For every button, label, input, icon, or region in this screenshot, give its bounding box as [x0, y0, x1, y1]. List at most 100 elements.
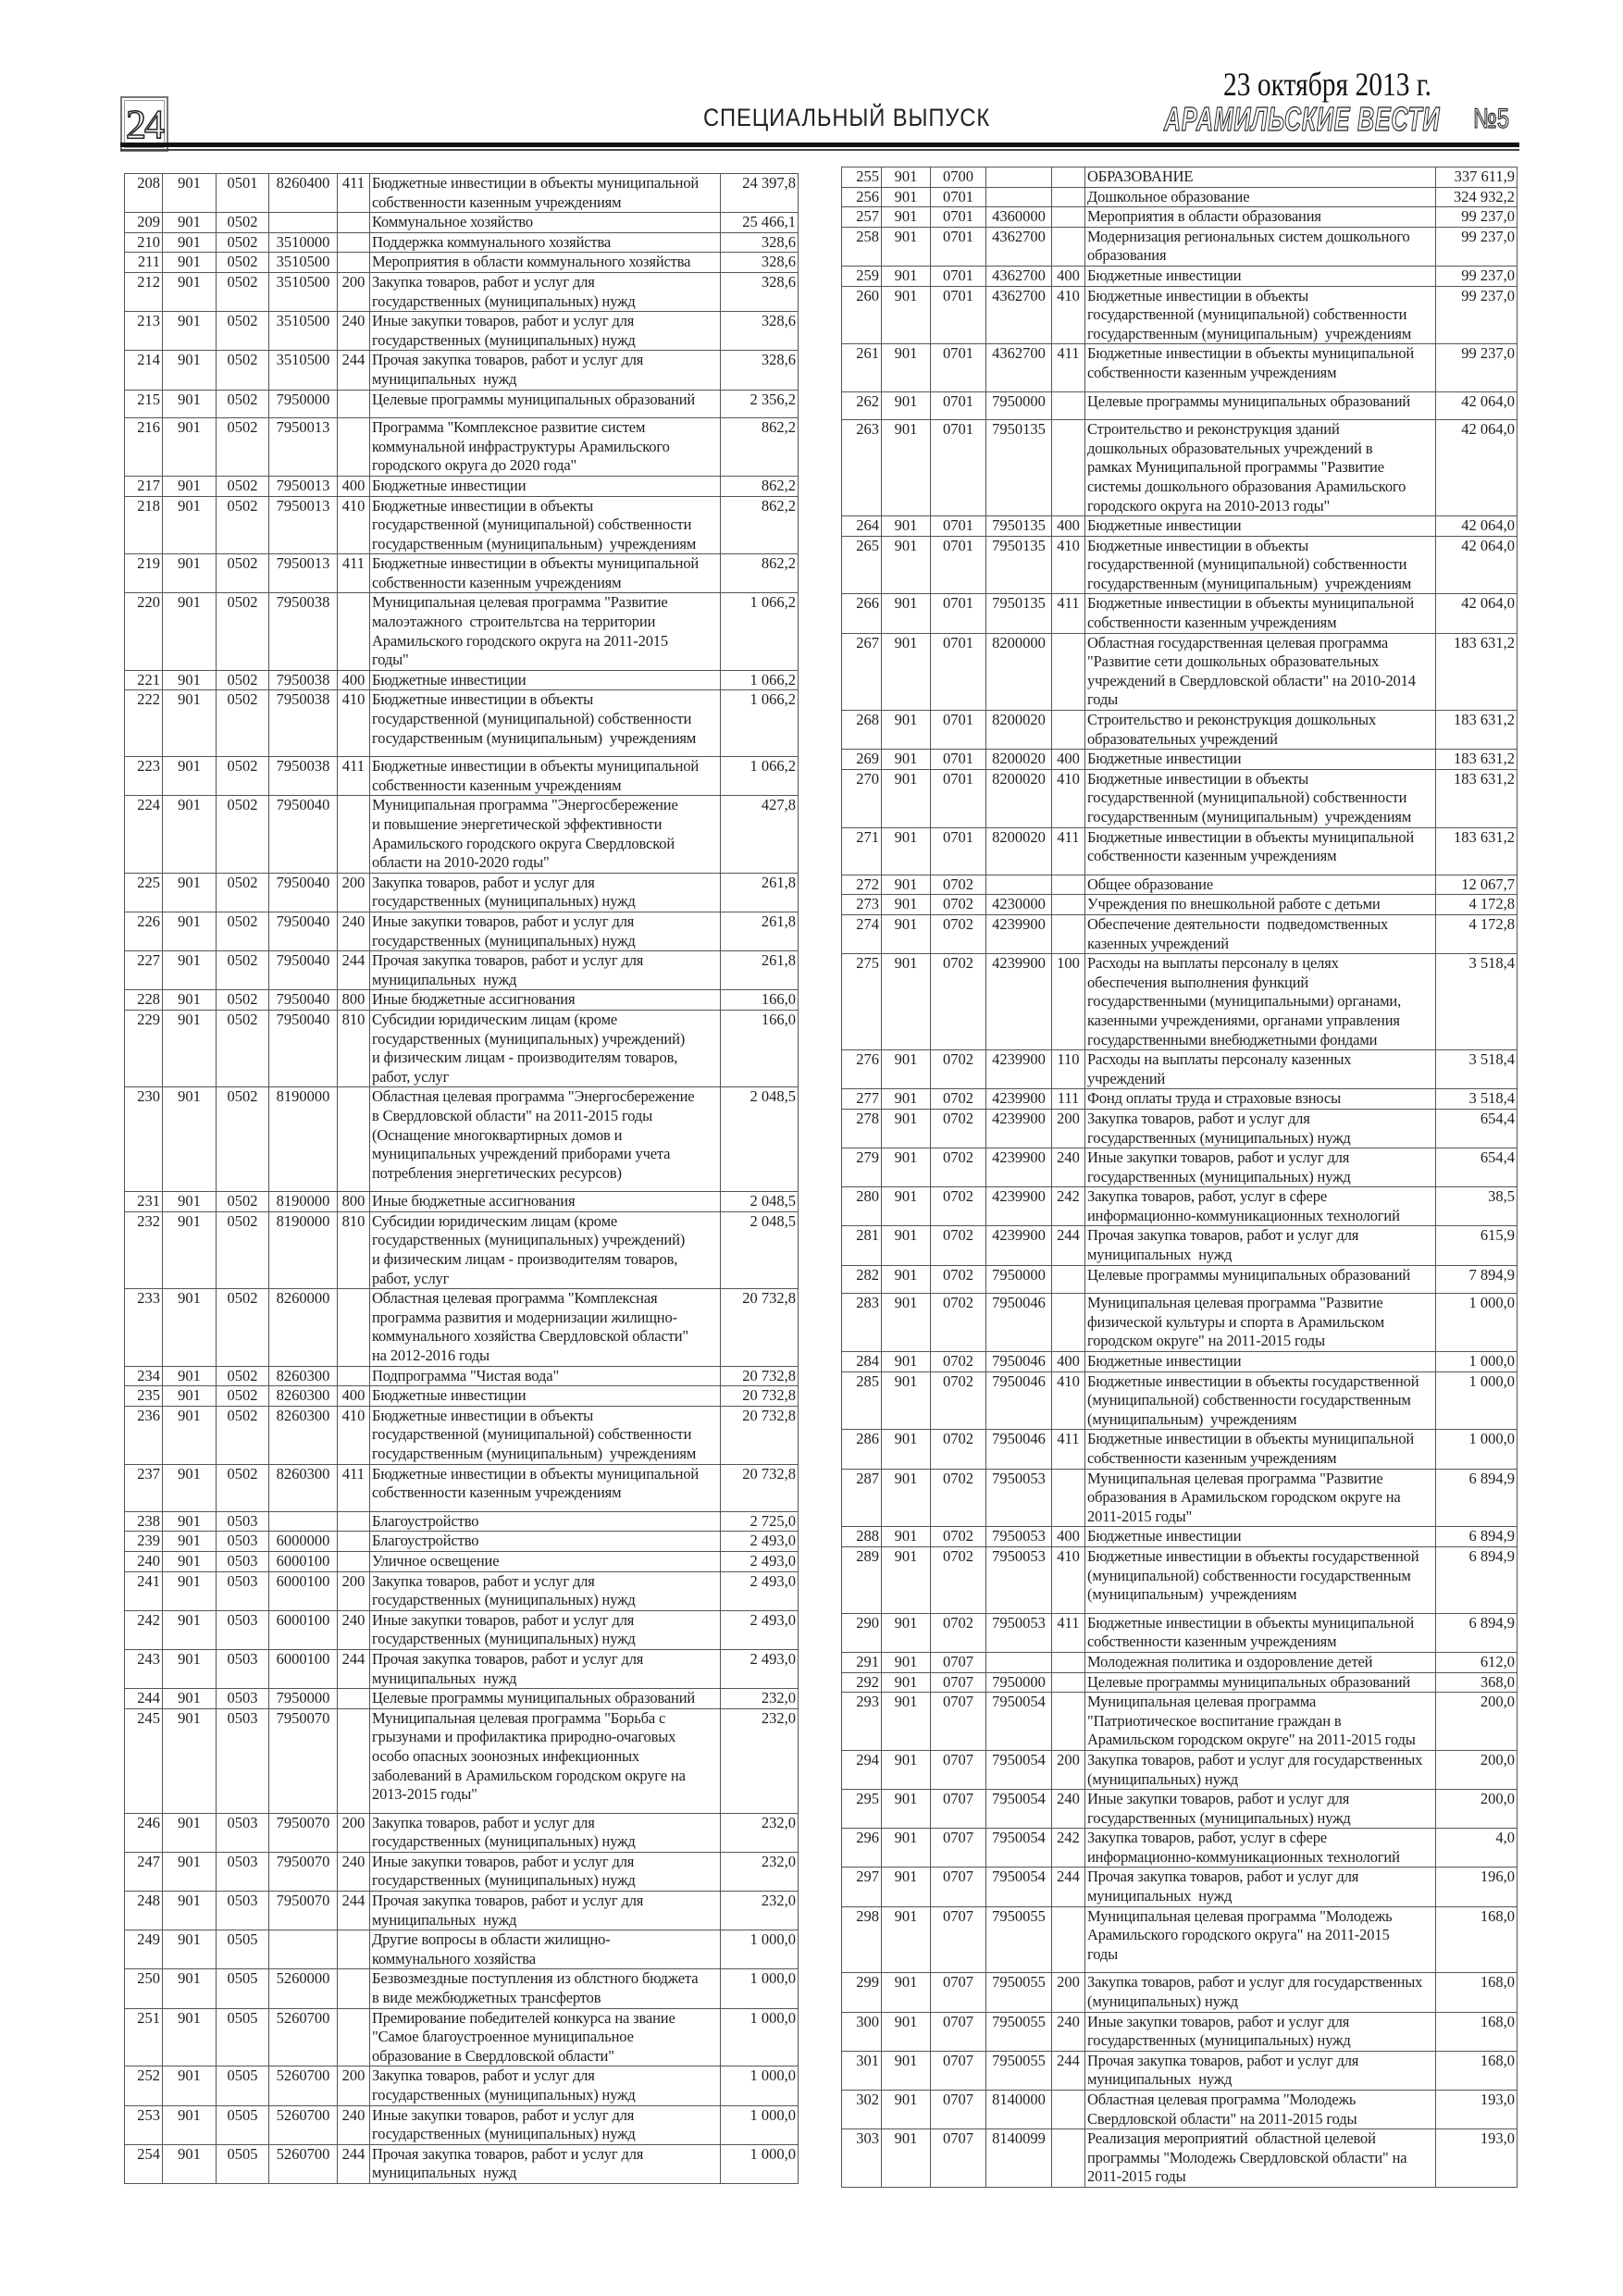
amount: 42 064,0: [1435, 593, 1518, 634]
table-row: 260 901 0701 4362700 410 Бюджетные инвестиции…: [841, 285, 1518, 345]
target-article-code: 4239900: [985, 1225, 1052, 1266]
expense-description: Программа "Комплексное развитие систем к…: [369, 417, 721, 477]
table-row: 269 901 0701 8200020 400 Бюджетные инвестиции…: [841, 749, 1518, 770]
row-number: 271: [841, 826, 882, 875]
expense-description: Закупка товаров, работ и услуг для госуд…: [1084, 1108, 1436, 1149]
amount: 24 397,8: [720, 172, 799, 214]
ministry-code: 901: [162, 1510, 217, 1533]
expense-type-code: 240: [337, 911, 370, 952]
expense-type-code: 244: [337, 950, 370, 991]
ministry-code: 901: [162, 1009, 217, 1088]
section-code: 0702: [930, 1468, 986, 1528]
expense-description: Иные закупки товаров, работ и услуг для …: [369, 1851, 721, 1893]
table-row: 219 901 0502 7950013 411 Бюджетные инвестиции…: [124, 553, 799, 594]
target-article-code: 7950000: [985, 1671, 1052, 1694]
table-row: 211 901 0502 3510500 Мероприятия в области к…: [124, 252, 799, 273]
expense-description: Бюджетные инвестиции в объекты муниципал…: [1084, 1612, 1436, 1653]
ministry-code: 901: [881, 749, 931, 770]
amount: 232,0: [720, 1688, 799, 1709]
expense-description: Областная целевая программа "Энергосбере…: [369, 1086, 721, 1193]
amount: 2 493,0: [720, 1609, 799, 1650]
row-number: 255: [841, 167, 882, 188]
section-code: 0503: [216, 1531, 269, 1552]
row-number: 296: [841, 1828, 882, 1868]
table-row: 247 901 0503 7950070 240 Иные закупки товаров…: [124, 1851, 799, 1893]
target-article-code: 7950040: [268, 872, 338, 912]
expense-type-code: [1051, 1264, 1085, 1295]
section-code: 0707: [930, 1867, 986, 1907]
table-row: 285 901 0702 7950046 410 Бюджетные инвестиции…: [841, 1371, 1518, 1431]
expense-type-code: 240: [337, 2104, 370, 2145]
amount: 166,0: [720, 989, 799, 1011]
table-row: 245 901 0503 7950070 Муниципальная целевая п…: [124, 1707, 799, 1814]
expense-type-code: [337, 1968, 370, 2009]
expense-type-code: [337, 1688, 370, 1709]
target-article-code: [985, 874, 1052, 896]
ministry-code: 901: [162, 311, 217, 352]
ministry-code: 901: [881, 1612, 931, 1653]
expense-description: Премирование победителей конкурса на зва…: [369, 2007, 721, 2067]
section-code: 0702: [930, 1429, 986, 1470]
expense-type-code: [337, 1531, 370, 1552]
target-article-code: 7950135: [985, 593, 1052, 634]
row-number: 289: [841, 1545, 882, 1614]
table-row: 265 901 0701 7950135 410 Бюджетные инвестиции…: [841, 535, 1518, 595]
table-row: 256 901 0701 Дошкольное образование 324 932,…: [841, 186, 1518, 208]
section-code: 0701: [930, 632, 986, 712]
row-number: 229: [124, 1009, 163, 1088]
target-article-code: 7950040: [268, 795, 338, 874]
table-row: 262 901 0701 7950000 Целевые программы муниц…: [841, 391, 1518, 421]
table-row: 241 901 0503 6000100 200 Закупка товаров, раб…: [124, 1570, 799, 1611]
target-article-code: 3510000: [268, 231, 338, 254]
row-number: 279: [841, 1148, 882, 1188]
target-article-code: 8200020: [985, 826, 1052, 875]
row-number: 252: [124, 2066, 163, 2106]
expense-type-code: [1051, 2128, 1085, 2188]
amount: 42 064,0: [1435, 419, 1518, 517]
ministry-code: 901: [881, 632, 931, 712]
target-article-code: 6000100: [268, 1609, 338, 1650]
expense-type-code: 200: [337, 872, 370, 912]
expense-type-code: 110: [1051, 1049, 1085, 1090]
amount: 427,8: [720, 795, 799, 874]
ministry-code: 901: [881, 1749, 931, 1791]
ministry-code: 901: [881, 1972, 931, 2013]
ministry-code: 901: [162, 1463, 217, 1512]
row-number: 237: [124, 1463, 163, 1512]
ministry-code: 901: [881, 1225, 931, 1266]
row-number: 231: [124, 1191, 163, 1212]
target-article-code: [985, 1651, 1052, 1673]
amount: 4,0: [1435, 1828, 1518, 1868]
expense-type-code: [337, 1086, 370, 1193]
expense-type-code: 240: [1051, 1148, 1085, 1188]
amount: 183 631,2: [1435, 826, 1518, 875]
section-code: 0505: [216, 2007, 269, 2067]
amount: 183 631,2: [1435, 768, 1518, 828]
target-article-code: 8260400: [268, 172, 338, 214]
expense-description: Бюджетные инвестиции в объекты муниципал…: [369, 172, 721, 214]
target-article-code: 5260700: [268, 2007, 338, 2067]
ministry-code: 901: [881, 2089, 931, 2130]
section-code: 0701: [930, 768, 986, 828]
target-article-code: 7950135: [985, 535, 1052, 595]
expense-type-code: 800: [337, 989, 370, 1011]
section-code: 0707: [930, 1749, 986, 1791]
row-number: 262: [841, 391, 882, 421]
section-code: 0702: [930, 1225, 986, 1266]
expense-description: Бюджетные инвестиции: [369, 1385, 721, 1407]
section-code: 0502: [216, 475, 269, 497]
table-row: 236 901 0502 8260300 410 Бюджетные инвестиции…: [124, 1405, 799, 1465]
target-article-code: 7950046: [985, 1351, 1052, 1372]
ministry-code: 901: [162, 1191, 217, 1212]
expense-description: Закупка товаров, работ и услуг для госуд…: [1084, 1749, 1436, 1791]
section-code: 0502: [216, 495, 269, 555]
expense-description: Целевые программы муниципальных образова…: [1084, 1671, 1436, 1694]
ministry-code: 901: [162, 1288, 217, 1367]
section-code: 0702: [930, 1371, 986, 1431]
ministry-code: 901: [162, 1648, 217, 1690]
ministry-code: 901: [162, 1707, 217, 1814]
table-row: 259 901 0701 4362700 400 Бюджетные инвестиции…: [841, 265, 1518, 287]
expense-description: Прочая закупка товаров, работ и услуг дл…: [369, 1648, 721, 1690]
amount: 232,0: [720, 1707, 799, 1814]
expense-type-code: [1051, 391, 1085, 421]
